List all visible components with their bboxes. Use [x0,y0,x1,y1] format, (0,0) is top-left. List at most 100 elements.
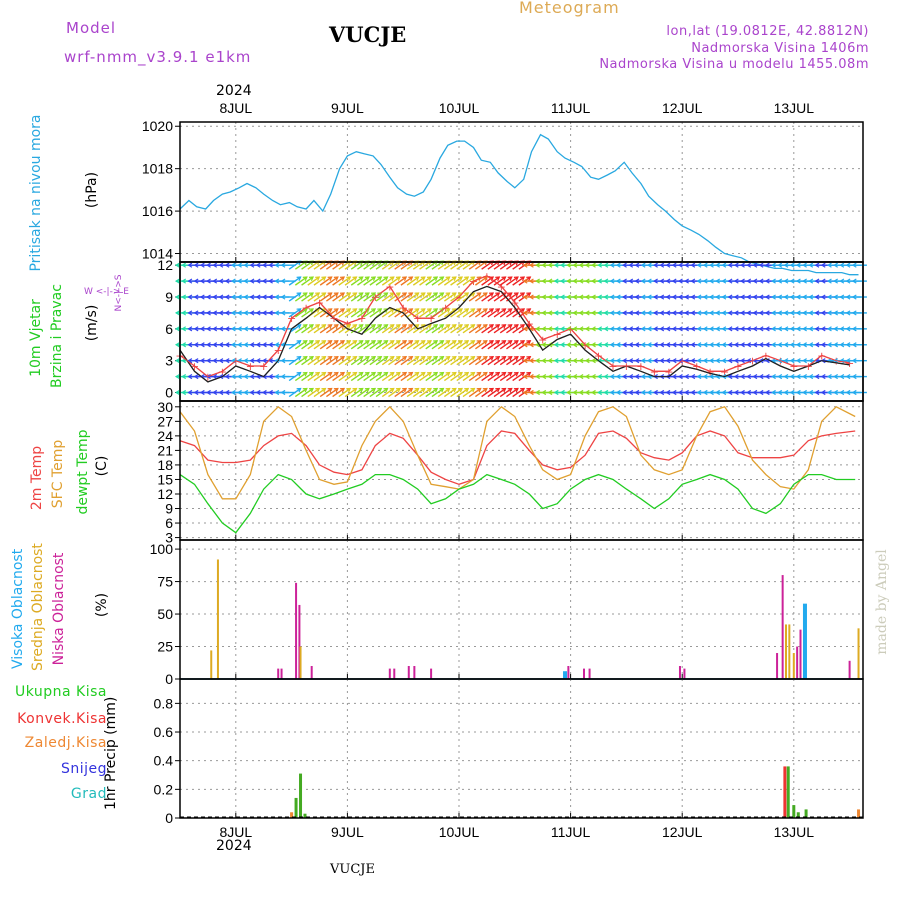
wind-arrow-head [820,326,826,332]
wind-arrow-head [839,342,845,348]
wind-arrow-head [482,324,488,329]
bar-niskaoblacnost [388,668,391,679]
wind-arrow [288,308,302,318]
wind-arrow-head [665,342,671,348]
wind-arrow-head [665,326,671,332]
wind-arrow [437,292,451,302]
wind-arrow [456,276,469,286]
wind-arrow-head [296,308,302,313]
wind-arrow [419,340,432,350]
wind-arrow-head [802,374,807,380]
wind-arrow-head [535,310,540,316]
wind-arrow-head [795,389,801,396]
wind-arrow-head [268,278,273,284]
wind-arrow-head [752,342,758,348]
wind-arrow-head [218,262,224,268]
gust-marker: + [845,357,854,370]
wind-arrow-head [364,292,370,297]
wind-arrow-head [771,358,776,364]
wind-arrow [450,340,463,350]
wind-arrow-head [458,308,463,313]
wind-arrow-head [520,371,526,377]
y-tick-label: 0.2 [154,781,174,797]
wind-arrow-head [559,310,565,316]
wind-arrow-head [321,355,327,361]
wind-arrow-head [590,262,596,268]
wind-arrow-head [727,342,733,348]
y-tick-label: 1014 [142,246,173,262]
wind-arrow-head [535,389,540,396]
wind-arrow-head [383,292,389,297]
wind-arrow [419,292,432,302]
wind-arrow [443,340,457,350]
wind-arrow [338,340,351,350]
legend-hail: Grad [70,786,107,802]
wind-arrow-head [634,262,640,268]
wind-arrow-head [777,342,783,348]
wind-arrow-head [721,294,727,300]
wind-arrow-head [439,276,445,281]
wind-arrow-head [634,310,640,316]
wind-arrow [350,372,364,382]
wind-arrow-head [802,326,807,332]
wind-arrow-head [274,374,280,380]
wind-arrow-head [249,389,255,396]
wind-arrow-head [771,310,776,316]
wind-arrow-head [308,371,314,377]
series-line-temperature-0 [179,430,856,485]
wind-arrow [344,387,357,398]
wind-arrow-head [199,342,205,348]
wind-arrow [294,340,308,350]
wind-arrow-head [572,389,578,396]
wind-arrow-head [205,326,211,332]
wind-arrow-head [520,308,526,313]
wind-arrow-head [851,262,857,268]
wind-arrow-head [249,262,255,268]
wind-arrow-head [851,294,857,300]
wind-arrow-head [597,310,603,316]
wind-arrow-head [315,387,321,393]
wind-arrow-head [383,276,389,281]
wind-arrow-head [628,278,634,284]
wind-arrow-head [702,310,708,316]
bar-ukupnakisa [303,813,307,818]
wind-arrow-head [187,358,193,364]
wind-arrow-head [777,310,783,316]
wind-arrow [431,372,444,382]
wind-arrow-head [771,294,776,300]
wind-arrow-head [665,389,671,396]
wind-arrow-head [358,292,364,297]
wind-arrow [350,276,364,286]
wind-arrow [288,292,302,302]
wind-arrow [288,372,302,382]
wind-arrow [369,387,382,398]
wind-arrow-head [721,358,727,364]
bar-srednjaoblacnost [784,624,787,679]
wind-arrow-head [702,278,708,284]
wind-arrow-head [789,294,795,300]
wind-arrow-head [464,340,470,345]
wind-arrow-head [702,262,708,268]
wind-arrow [400,387,413,398]
wind-arrow-head [261,294,267,300]
wind-arrow [294,324,308,334]
wind-arrow [406,387,419,398]
wind-arrow-head [696,262,702,268]
wind-arrow-head [578,278,584,284]
wind-arrow-head [445,387,451,393]
model-label: Model [66,19,117,37]
wind-arrow-head [358,387,364,393]
wind-arrow [400,324,413,334]
wind-arrow-head [590,326,596,332]
date-label-bottom: 12JUL [662,824,703,840]
wind-arrow-head [752,278,758,284]
wind-arrow [307,356,320,366]
wind-arrow [288,340,302,350]
wind-arrow-head [746,326,752,332]
wind-arrow-head [482,292,488,297]
clouds-panel: 0 25 50 75 100 [150,539,864,687]
wind-arrow-head [181,374,187,380]
wind-arrow-head [181,310,187,316]
bar-zaledjkisa [290,812,294,818]
wind-arrow-head [433,340,439,345]
